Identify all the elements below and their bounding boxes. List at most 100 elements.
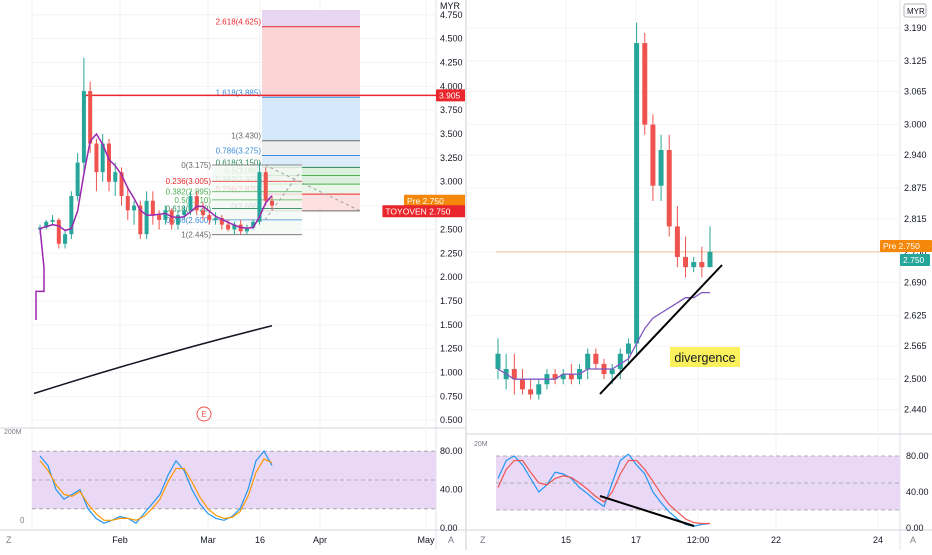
candle-body bbox=[658, 150, 664, 186]
left-chart-panel: MYR 4.750 4.500 4.250 4.000 3.750 3.500 3.250 3.… bbox=[0, 0, 466, 550]
trend-line-price bbox=[599, 264, 723, 395]
stoch-tick-label: 0.00 bbox=[906, 523, 924, 533]
stoch-d-line bbox=[39, 458, 273, 521]
fib-zone bbox=[262, 140, 360, 156]
fib-zone bbox=[262, 97, 360, 141]
price-label-box bbox=[900, 254, 930, 266]
candle-body bbox=[138, 205, 143, 235]
candle-body bbox=[113, 172, 118, 182]
candle-body bbox=[106, 143, 111, 182]
x-tick-label: Feb bbox=[112, 535, 128, 545]
x-tick-label: 24 bbox=[873, 535, 883, 545]
price-label-box bbox=[404, 194, 466, 207]
y-tick-label: 3.250 bbox=[440, 153, 463, 163]
candle-body bbox=[263, 172, 268, 201]
candle-body bbox=[175, 215, 180, 225]
candle-body bbox=[207, 215, 212, 220]
stoch-tick-label: 0.00 bbox=[440, 523, 458, 533]
right-chart-svg: MYR 3.190 3.125 3.065 3.000 2.940 2.875 2.815 2.… bbox=[466, 0, 932, 550]
candle-body bbox=[552, 374, 558, 380]
x-tick-label: Mar bbox=[200, 535, 216, 545]
candle-body bbox=[194, 196, 199, 211]
fib-upper-label: 1.618(3.885) bbox=[216, 88, 262, 97]
candle-body bbox=[94, 143, 99, 173]
y-tick-label: 3.000 bbox=[440, 177, 463, 187]
candle-body bbox=[495, 353, 501, 369]
y-tick-label: 2.250 bbox=[440, 248, 463, 258]
volume-zero-label: 0 bbox=[20, 516, 25, 525]
zoom-icon: Z bbox=[6, 535, 12, 545]
fib-lower-label: 0.382(2.895) bbox=[166, 188, 212, 197]
stoch-k-line bbox=[497, 453, 711, 527]
trend-line-oscillator bbox=[599, 495, 695, 527]
currency-label: MYR bbox=[907, 7, 925, 16]
fib-zone bbox=[262, 155, 360, 168]
x-tick-label: 16 bbox=[255, 535, 265, 545]
candle-body bbox=[699, 262, 705, 268]
x-tick-label: 12:00 bbox=[687, 535, 710, 545]
candle-body bbox=[568, 374, 574, 380]
candle-body bbox=[625, 343, 631, 354]
fib-lower-label: 0.236(3.005) bbox=[166, 177, 212, 186]
y-tick-label: 3.500 bbox=[440, 129, 463, 139]
y-tick-label: 2.815 bbox=[904, 214, 927, 224]
right-chart-panel: MYR 3.190 3.125 3.065 3.000 2.940 2.875 2.815 2.… bbox=[466, 0, 932, 550]
candle-body bbox=[585, 353, 591, 369]
candle-body bbox=[666, 150, 672, 227]
candle-body bbox=[560, 374, 566, 380]
fib-lower-label: 1(2.445) bbox=[181, 231, 211, 240]
y-tick-label: 3.190 bbox=[904, 23, 927, 33]
price-label-text: 2.750 bbox=[903, 255, 925, 265]
candle-body bbox=[536, 384, 542, 395]
candle-body bbox=[88, 91, 93, 144]
candle-body bbox=[169, 210, 174, 225]
candle-body bbox=[144, 200, 149, 235]
candle-body bbox=[511, 368, 517, 380]
candle-body bbox=[707, 251, 713, 268]
y-tick-label: 2.500 bbox=[440, 224, 463, 234]
candle-body bbox=[634, 43, 640, 344]
y-tick-label: 1.500 bbox=[440, 320, 463, 330]
y-tick-label: 2.440 bbox=[904, 405, 927, 415]
panel-divider bbox=[465, 0, 467, 550]
candle-body bbox=[100, 143, 105, 173]
candle-body bbox=[163, 210, 168, 220]
fib-zone bbox=[262, 184, 360, 195]
candle-body bbox=[188, 196, 193, 211]
y-tick-label: 2.565 bbox=[904, 341, 927, 351]
candle-body bbox=[132, 205, 137, 211]
x-tick-label: May bbox=[417, 535, 435, 545]
volume-axis-label: 200M bbox=[4, 429, 22, 436]
fib-lower-label: 0.618(2.720) bbox=[166, 204, 212, 213]
candle-body bbox=[201, 210, 206, 216]
fib-upper-label: 0.786(3.275) bbox=[216, 146, 262, 155]
y-tick-label: 4.500 bbox=[440, 34, 463, 44]
fib-lower-label: 0.786(2.600) bbox=[166, 216, 212, 225]
y-tick-label: 1.750 bbox=[440, 296, 463, 306]
candle-body bbox=[69, 196, 74, 235]
x-tick-label: 15 bbox=[561, 535, 571, 545]
candle-body bbox=[119, 172, 124, 197]
y-tick-label: 3.000 bbox=[904, 120, 927, 130]
ma-line-long bbox=[33, 325, 273, 395]
candle-body bbox=[157, 215, 162, 220]
candle-body bbox=[50, 219, 55, 222]
fib-upper-label: 1(3.430) bbox=[231, 132, 261, 141]
price-label-text: TOYOVEN 2.750 bbox=[385, 206, 450, 216]
y-tick-label: 2.875 bbox=[904, 183, 927, 193]
candle-body bbox=[617, 353, 623, 369]
y-tick-label: 4.000 bbox=[440, 81, 463, 91]
candle-body bbox=[63, 234, 68, 244]
candle-body bbox=[125, 196, 130, 211]
y-tick-label: 2.625 bbox=[904, 311, 927, 321]
candle-body bbox=[56, 219, 61, 244]
fib-lower-label: 0.5(2.810) bbox=[175, 196, 212, 205]
stoch-tick-label: 80.00 bbox=[440, 446, 463, 456]
earnings-marker-label: E bbox=[201, 410, 206, 419]
currency-box bbox=[903, 3, 927, 18]
candle-body bbox=[182, 210, 187, 216]
candle-body bbox=[44, 221, 49, 228]
candle-body bbox=[519, 379, 525, 390]
candle-body bbox=[674, 226, 680, 257]
